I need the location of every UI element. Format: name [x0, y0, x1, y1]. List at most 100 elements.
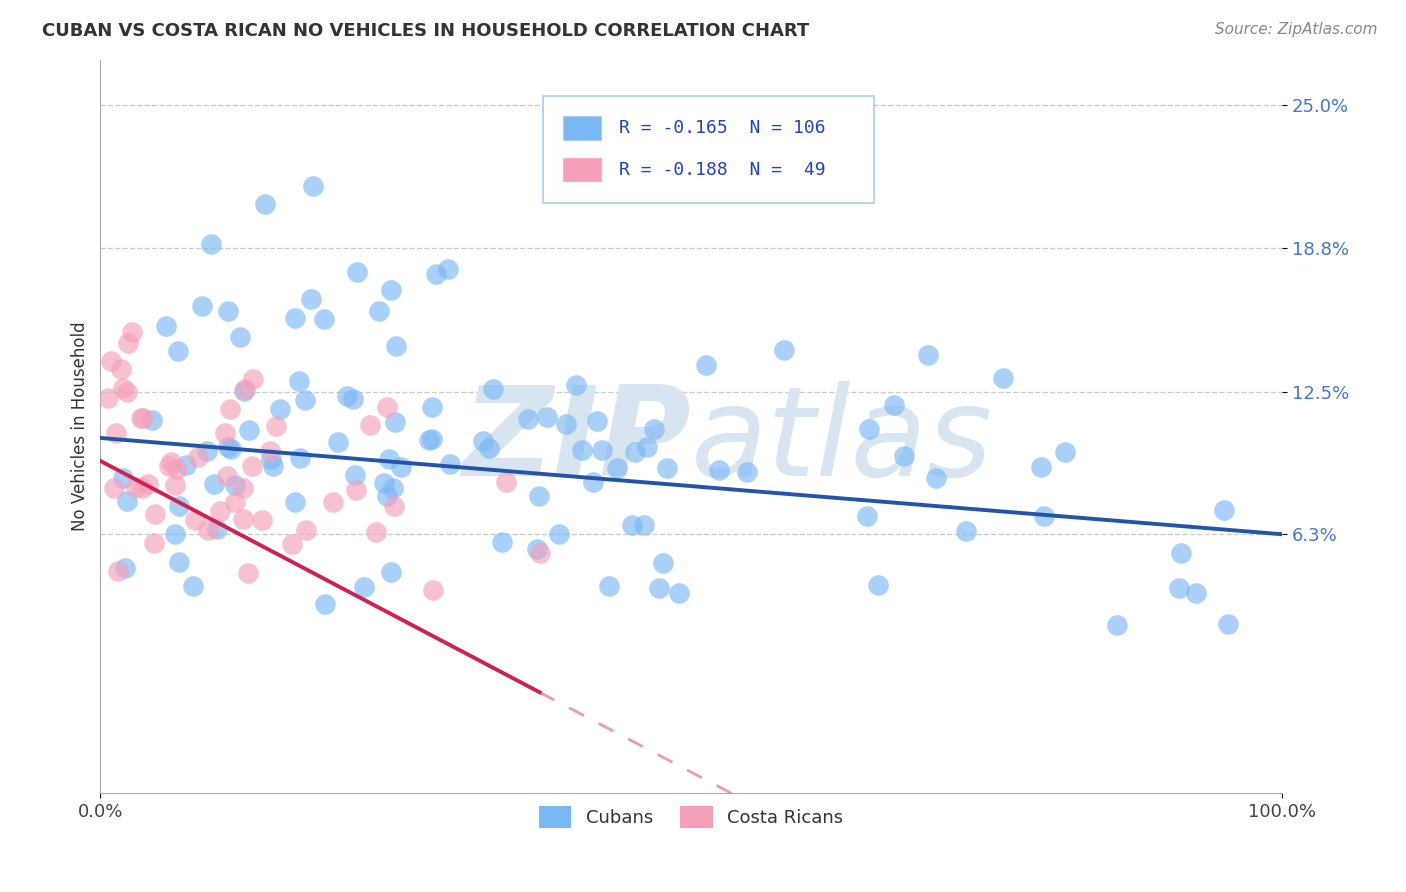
Point [652, 556, 675, 570]
Point [242, 372, 264, 386]
Point [129, 411, 152, 425]
Point [115, 493, 138, 508]
Point [269, 402, 291, 417]
Point [97, 391, 120, 405]
Point [163, 478, 186, 492]
Point [917, 347, 939, 361]
Point [284, 494, 307, 508]
Point [103, 481, 125, 495]
FancyBboxPatch shape [564, 116, 602, 139]
Point [368, 303, 391, 318]
Point [516, 411, 538, 425]
Point [366, 525, 388, 540]
Point [240, 459, 263, 474]
Point [166, 344, 188, 359]
Point [858, 422, 880, 436]
Y-axis label: No Vehicles in Household: No Vehicles in Household [72, 322, 89, 532]
Point [142, 535, 165, 549]
Point [115, 385, 138, 400]
Point [217, 304, 239, 318]
Point [555, 417, 578, 432]
Point [373, 475, 395, 490]
Point [131, 481, 153, 495]
Point [100, 353, 122, 368]
Point [624, 444, 647, 458]
Point [110, 362, 132, 376]
FancyBboxPatch shape [564, 158, 602, 181]
Point [868, 578, 890, 592]
Point [174, 458, 197, 473]
Point [314, 597, 336, 611]
Point [197, 523, 219, 537]
Point [527, 489, 550, 503]
Point [141, 413, 163, 427]
Point [547, 526, 569, 541]
Point [422, 582, 444, 597]
Point [1167, 581, 1189, 595]
Point [384, 415, 406, 429]
Point [202, 477, 225, 491]
Point [378, 451, 401, 466]
Point [132, 411, 155, 425]
Point [1212, 503, 1234, 517]
Point [478, 442, 501, 456]
Point [591, 442, 613, 457]
Point [224, 495, 246, 509]
Point [389, 460, 412, 475]
Point [187, 450, 209, 465]
Point [208, 504, 231, 518]
Point [382, 481, 405, 495]
Point [281, 536, 304, 550]
Point [125, 480, 148, 494]
Point [380, 283, 402, 297]
Point [636, 440, 658, 454]
Point [155, 318, 177, 333]
Point [299, 292, 322, 306]
Point [157, 459, 180, 474]
Point [288, 450, 311, 465]
Point [1033, 509, 1056, 524]
Point [136, 477, 159, 491]
Point [482, 382, 505, 396]
Point [993, 370, 1015, 384]
Point [253, 197, 276, 211]
Point [439, 457, 461, 471]
Point [205, 522, 228, 536]
Point [621, 518, 644, 533]
Text: ZIP: ZIP [463, 381, 692, 501]
Point [343, 467, 366, 482]
Point [526, 541, 548, 556]
Text: CUBAN VS COSTA RICAN NO VEHICLES IN HOUSEHOLD CORRELATION CHART: CUBAN VS COSTA RICAN NO VEHICLES IN HOUS… [42, 22, 810, 40]
Point [167, 499, 190, 513]
Point [420, 432, 443, 446]
Point [385, 339, 408, 353]
Point [287, 374, 309, 388]
Point [425, 267, 447, 281]
Point [229, 330, 252, 344]
Point [183, 579, 205, 593]
Point [436, 262, 458, 277]
Point [633, 517, 655, 532]
Point [160, 455, 183, 469]
Point [1185, 586, 1208, 600]
Point [302, 178, 325, 193]
Point [107, 565, 129, 579]
Point [707, 463, 730, 477]
Point [536, 409, 558, 424]
Point [259, 443, 281, 458]
FancyBboxPatch shape [543, 96, 875, 202]
Point [184, 512, 207, 526]
Point [529, 546, 551, 560]
Point [883, 398, 905, 412]
Point [586, 415, 609, 429]
Legend: Cubans, Costa Ricans: Cubans, Costa Ricans [531, 799, 851, 836]
Point [166, 462, 188, 476]
Point [495, 475, 517, 489]
Point [955, 524, 977, 538]
Point [598, 579, 620, 593]
Point [695, 358, 717, 372]
Point [346, 264, 368, 278]
Text: R = -0.188  N =  49: R = -0.188 N = 49 [619, 161, 825, 178]
Point [219, 442, 242, 456]
Point [217, 441, 239, 455]
